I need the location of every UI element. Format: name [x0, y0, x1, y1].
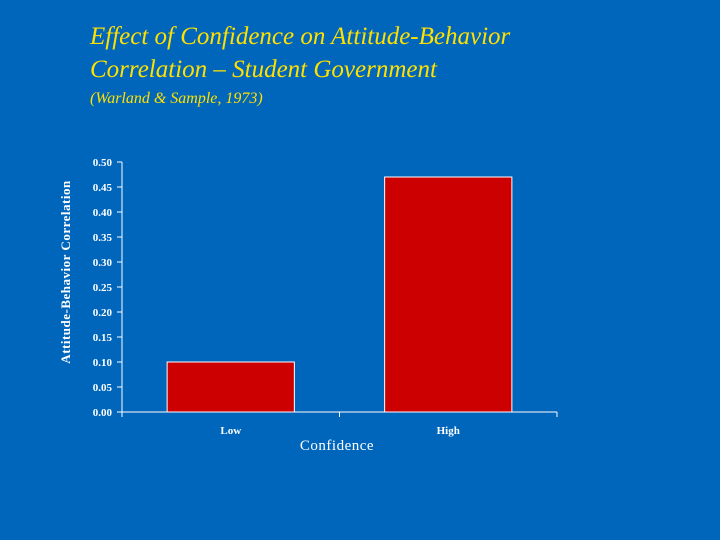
- y-axis-label: Attitude-Behavior Correlation: [58, 180, 73, 364]
- y-tick-label: 0.00: [93, 407, 113, 419]
- y-tick-label: 0.10: [93, 357, 113, 369]
- x-tick-label: Low: [220, 425, 241, 437]
- y-tick-label: 0.35: [93, 232, 113, 244]
- bar-high: [384, 176, 513, 413]
- bar-low: [166, 361, 295, 413]
- y-tick-label: 0.15: [93, 332, 113, 344]
- bars: [166, 176, 513, 413]
- y-tick-label: 0.25: [93, 282, 113, 294]
- y-axis-title: Attitude-Behavior Correlation: [58, 180, 73, 364]
- y-tick-label: 0.45: [93, 182, 113, 194]
- y-axis: 0.00 0.05 0.10 0.15 0.20 0.25 0.30 0.35 0.40 0.45…: [93, 157, 123, 419]
- x-tick-label: High: [437, 425, 460, 437]
- chart-title: Effect of Confidence on Attitude-Behavio…: [90, 20, 510, 86]
- y-tick-label: 0.50: [93, 157, 113, 169]
- chart-title-line-1: Effect of Confidence on Attitude-Behavio…: [90, 23, 511, 50]
- x-axis-label: Confidence: [300, 438, 374, 454]
- chart-subtitle: (Warland & Sample, 1973): [90, 90, 263, 107]
- y-tick-label: 0.30: [93, 257, 113, 269]
- chart-title-line-2: Correlation – Student Government: [90, 56, 437, 83]
- x-axis: Low High: [121, 411, 558, 437]
- y-tick-label: 0.40: [93, 207, 113, 219]
- y-tick-label: 0.05: [93, 382, 113, 394]
- y-tick-label: 0.20: [93, 307, 113, 319]
